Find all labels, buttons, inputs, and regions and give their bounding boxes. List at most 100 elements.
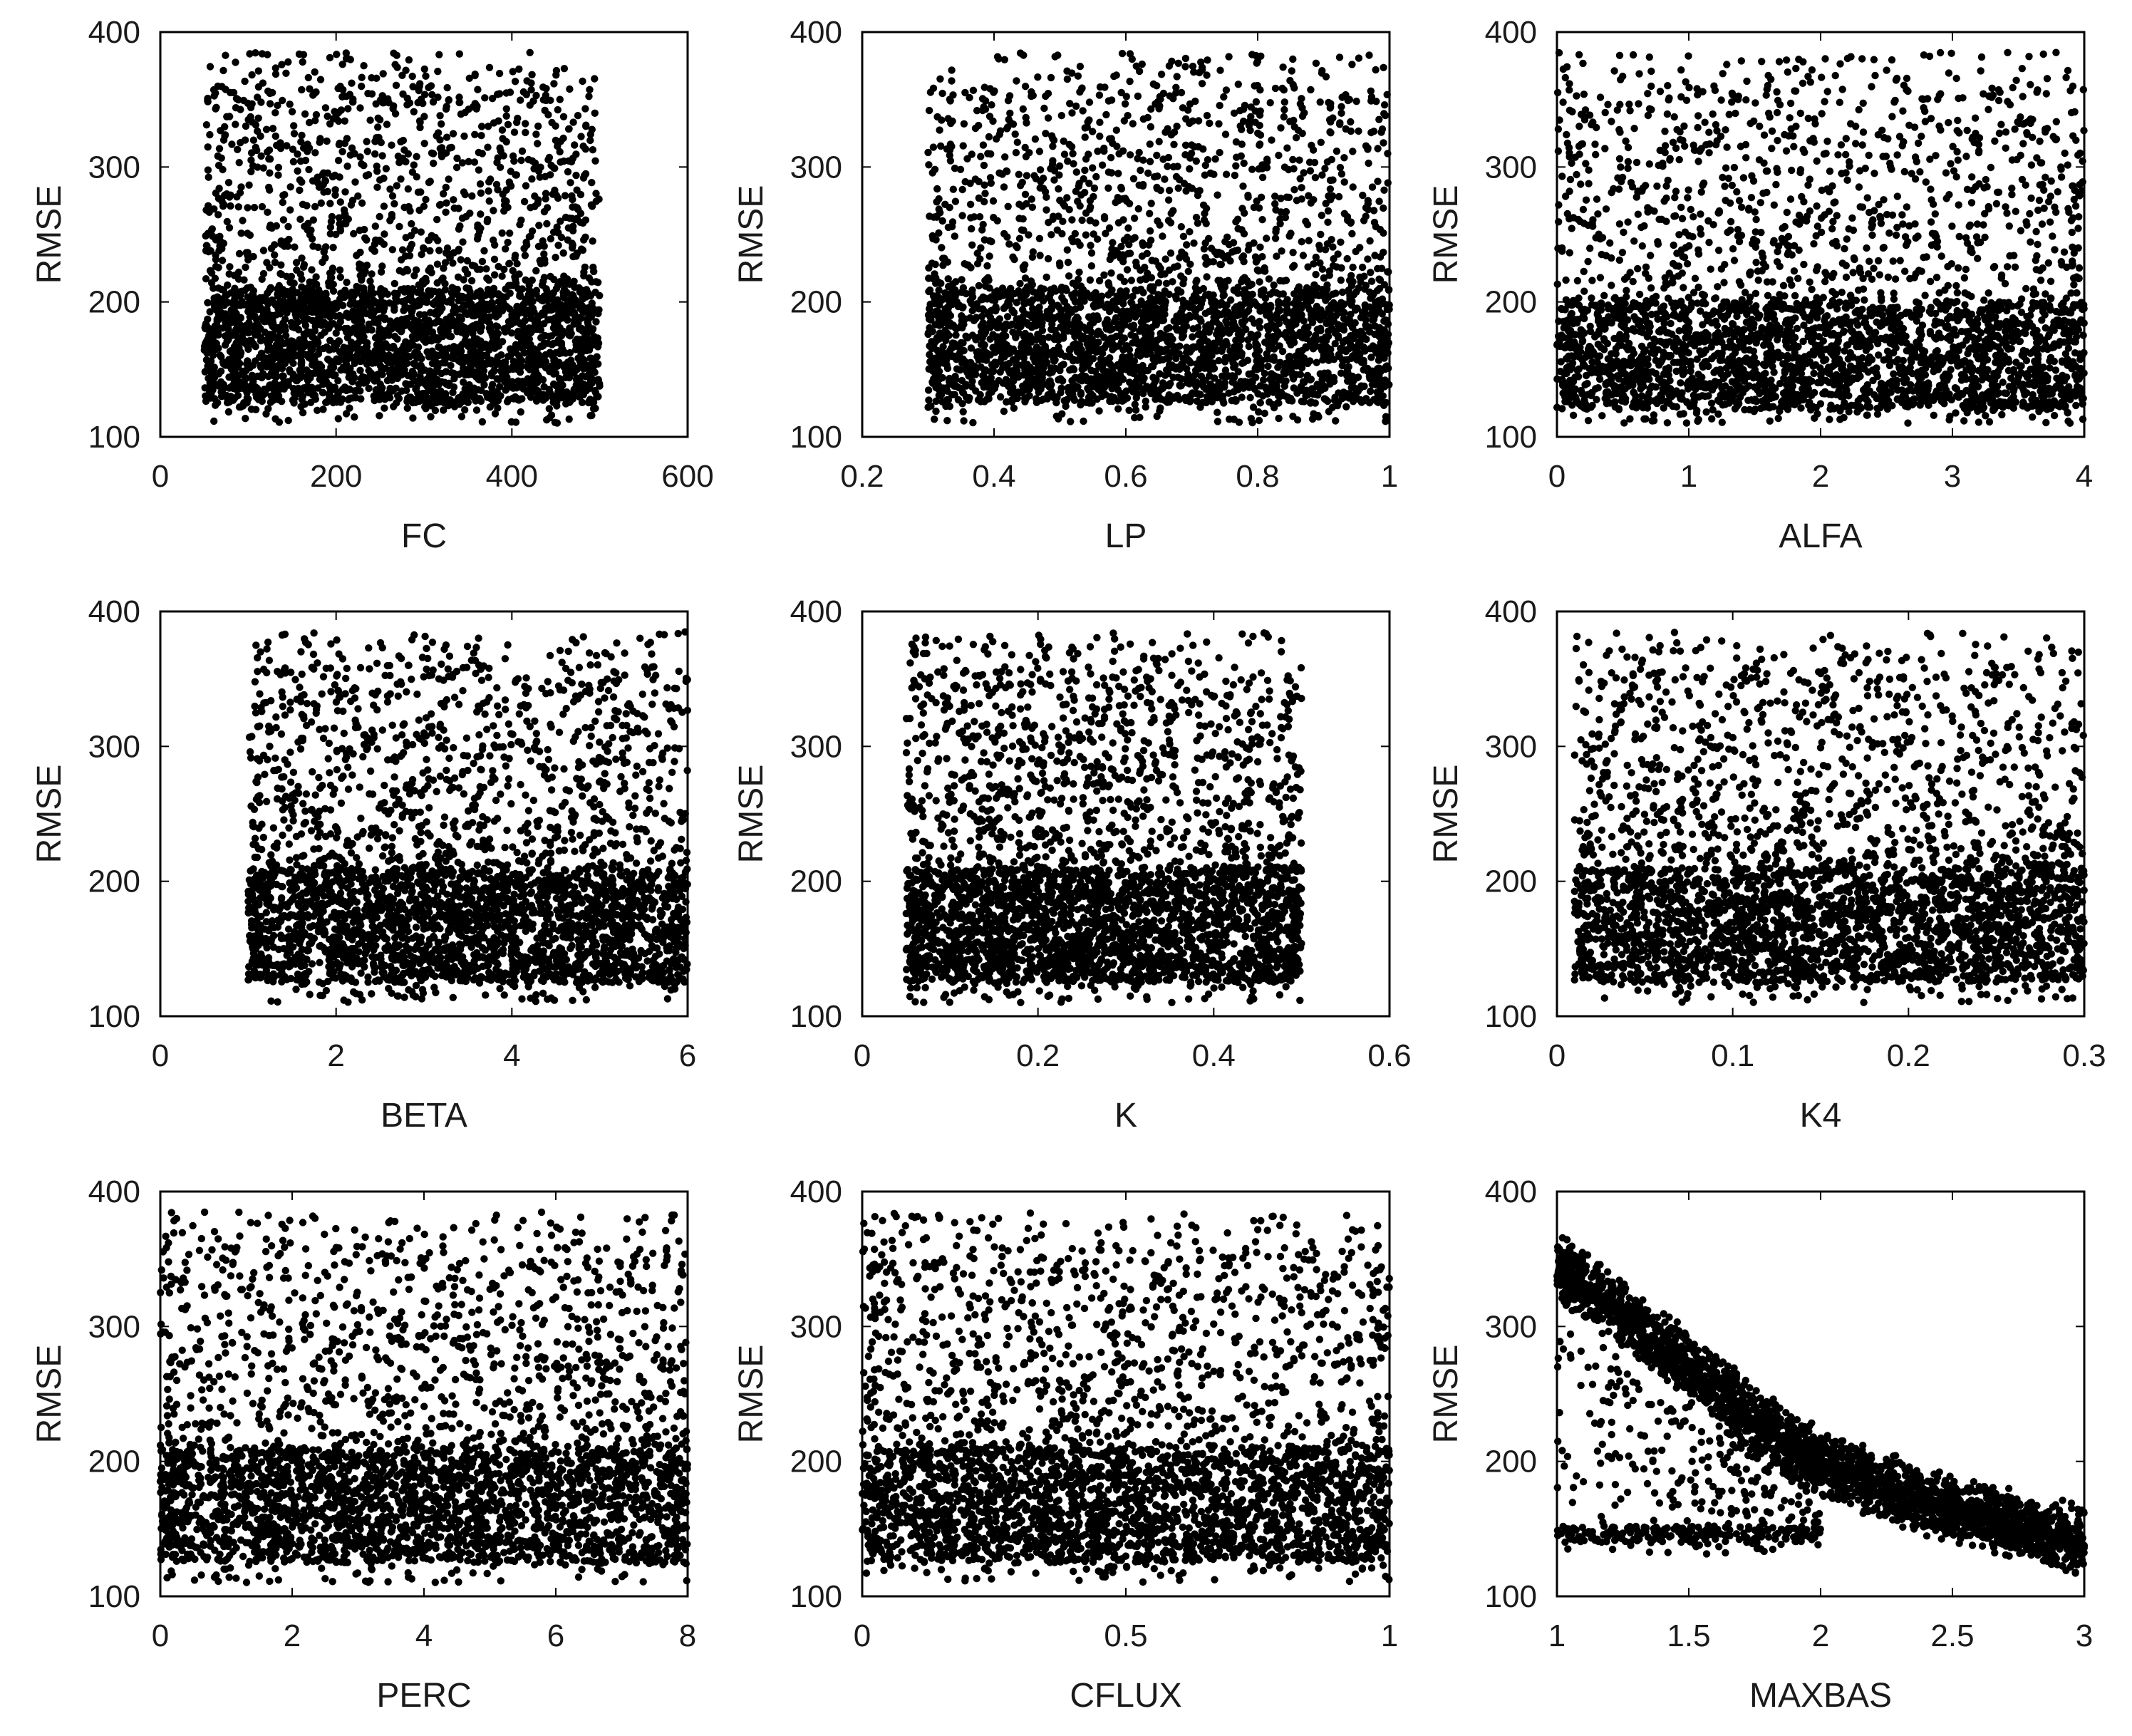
data-point: [580, 236, 588, 244]
data-point: [549, 352, 557, 360]
data-point: [367, 369, 375, 377]
data-point: [542, 351, 549, 359]
data-point: [414, 188, 423, 196]
data-point: [448, 284, 456, 291]
data-point: [399, 90, 407, 98]
data-point: [495, 117, 502, 125]
data-point: [391, 110, 400, 118]
data-point: [279, 198, 286, 207]
data-point: [515, 270, 523, 278]
data-point: [532, 363, 540, 371]
data-point: [232, 58, 239, 66]
data-point: [299, 51, 308, 58]
data-point: [234, 391, 242, 400]
data-point: [460, 188, 468, 196]
data-point: [338, 148, 346, 155]
data-point: [346, 404, 353, 412]
data-point: [455, 357, 463, 365]
data-point: [436, 136, 444, 144]
data-point: [1290, 290, 1298, 298]
data-point: [1130, 357, 1139, 365]
data-point: [264, 331, 273, 339]
data-point: [491, 410, 500, 418]
data-point: [542, 363, 550, 372]
data-point: [298, 275, 306, 283]
data-point: [301, 222, 309, 230]
data-point: [331, 186, 339, 194]
data-point: [201, 368, 209, 376]
data-point: [358, 73, 366, 81]
data-point: [475, 386, 482, 394]
data-point: [999, 363, 1007, 371]
data-point: [222, 51, 229, 59]
data-point: [593, 376, 601, 384]
data-point: [252, 295, 259, 303]
data-point: [581, 105, 589, 113]
data-point: [267, 320, 276, 328]
data-point: [411, 377, 419, 385]
data-point: [247, 283, 254, 291]
data-point: [461, 108, 469, 117]
data-point: [574, 364, 582, 372]
data-point: [588, 179, 596, 187]
data-point: [481, 94, 489, 102]
data-point: [371, 222, 379, 230]
data-point: [415, 86, 423, 95]
data-point: [204, 143, 212, 151]
data-point: [474, 221, 482, 229]
data-point: [459, 238, 467, 246]
data-point: [241, 367, 249, 375]
data-point: [267, 244, 276, 252]
data-point: [247, 156, 255, 164]
data-point: [1248, 315, 1256, 323]
data-point: [252, 121, 260, 129]
data-point: [556, 95, 564, 103]
data-point: [959, 355, 967, 363]
data-point: [348, 197, 357, 205]
data-point: [402, 157, 410, 166]
data-point: [486, 403, 494, 411]
data-point: [382, 165, 390, 172]
data-point: [218, 83, 226, 91]
data-point: [413, 173, 420, 181]
data-point: [306, 85, 314, 93]
data-point: [249, 361, 257, 369]
data-point: [545, 405, 553, 413]
data-point: [386, 185, 394, 193]
data-point: [272, 366, 281, 374]
data-point: [1046, 377, 1054, 385]
data-point: [383, 120, 391, 128]
data-point: [343, 162, 351, 170]
data-point: [496, 163, 504, 171]
data-point: [377, 391, 385, 398]
data-point: [435, 391, 443, 399]
data-point: [248, 71, 256, 79]
data-point: [316, 376, 324, 383]
data-point: [559, 134, 567, 143]
data-point: [594, 360, 602, 368]
data-point: [355, 317, 363, 325]
data-point: [368, 359, 376, 367]
data-point: [509, 152, 517, 160]
data-point: [496, 383, 504, 391]
data-point: [218, 257, 227, 264]
data-point: [373, 183, 381, 191]
data-point: [538, 281, 547, 289]
data-point: [410, 161, 418, 169]
data-point: [562, 400, 570, 408]
data-point: [215, 145, 224, 153]
data-point: [554, 281, 562, 289]
data-point: [279, 96, 286, 105]
data-point: [507, 167, 514, 175]
data-point: [400, 366, 408, 374]
data-point: [324, 279, 333, 286]
data-point: [463, 367, 471, 376]
data-point: [404, 185, 412, 193]
data-point: [1097, 355, 1105, 363]
data-point: [338, 93, 346, 100]
data-point: [445, 95, 452, 104]
data-point: [499, 135, 507, 143]
data-point: [545, 332, 553, 341]
data-point: [272, 373, 280, 381]
